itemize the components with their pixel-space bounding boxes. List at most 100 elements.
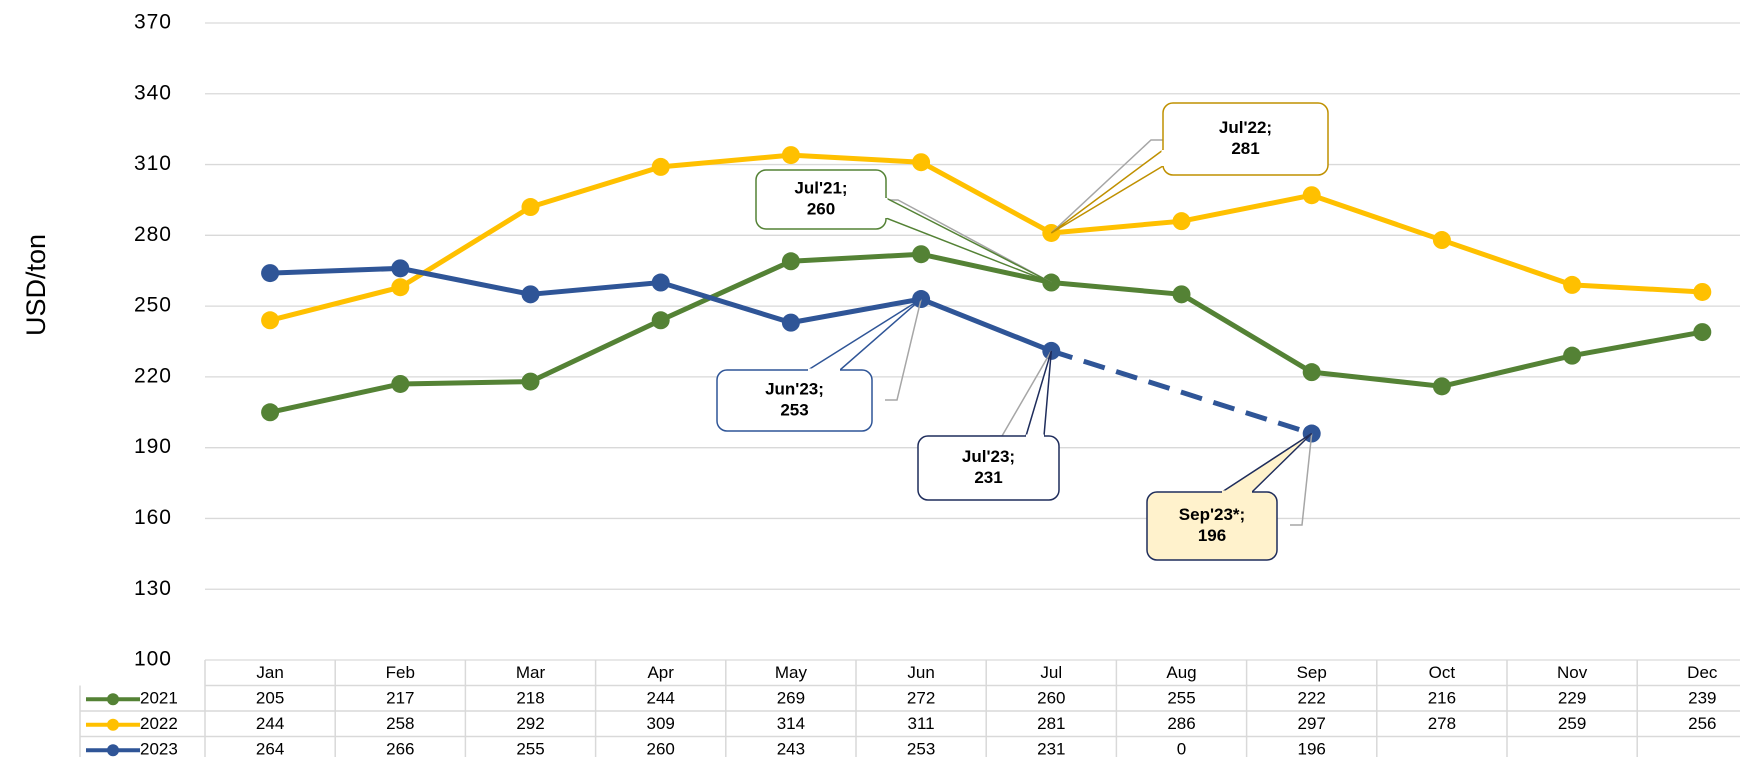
table-value: 217 <box>386 689 414 708</box>
table-value: 311 <box>908 714 935 733</box>
series-marker <box>521 285 540 304</box>
table-value: 292 <box>516 714 544 733</box>
table-value: 255 <box>1167 689 1195 708</box>
series-marker <box>781 146 800 165</box>
x-tick-label: Jan <box>256 663 283 682</box>
legend-label: 2021 <box>140 689 178 708</box>
table-value: 216 <box>1428 689 1456 708</box>
annotation-text: Sep'23*; <box>1179 505 1245 524</box>
series-marker <box>521 372 540 391</box>
legend-label: 2023 <box>140 740 178 757</box>
y-tick-label: 310 <box>134 152 172 175</box>
table-value: 260 <box>1037 689 1065 708</box>
table-value: 256 <box>1688 714 1716 733</box>
series-marker <box>261 403 280 422</box>
table-value: 286 <box>1167 714 1195 733</box>
table-value: 244 <box>647 689 675 708</box>
y-tick-label: 130 <box>134 577 172 600</box>
x-tick-label: Apr <box>647 663 674 682</box>
table-value: 281 <box>1037 714 1065 733</box>
table-value: 260 <box>647 740 675 757</box>
series-marker <box>781 252 800 271</box>
annotation-text: Jul'22; <box>1219 118 1272 137</box>
series-marker <box>1693 282 1712 301</box>
series-marker <box>1693 323 1712 342</box>
legend-label: 2022 <box>140 714 178 733</box>
series-marker <box>1302 363 1321 382</box>
annotation-text: Jul'23; <box>962 447 1015 466</box>
series-marker <box>261 264 280 283</box>
callout-tail <box>1219 432 1313 493</box>
annotation-text: 281 <box>1231 139 1259 158</box>
table-value: 239 <box>1688 689 1716 708</box>
table-value: 309 <box>647 714 675 733</box>
series-marker <box>391 374 410 393</box>
table-value: 222 <box>1298 689 1326 708</box>
table-value: 244 <box>256 714 284 733</box>
annotation-text: 196 <box>1198 526 1226 545</box>
series-marker <box>391 278 410 297</box>
series-marker <box>651 157 670 176</box>
callout-tail <box>1050 148 1164 234</box>
table-value: 266 <box>386 740 414 757</box>
legend-marker <box>107 718 119 731</box>
callout-box <box>917 435 1060 501</box>
series-marker <box>1302 186 1321 205</box>
series-marker <box>912 153 931 172</box>
table-value: 269 <box>777 689 805 708</box>
table-value: 196 <box>1298 740 1326 757</box>
table-value: 205 <box>256 689 284 708</box>
table-value: 0 <box>1177 740 1186 757</box>
series-line-dashed <box>1050 348 1313 436</box>
table-value: 278 <box>1428 714 1456 733</box>
y-tick-label: 370 <box>134 11 172 34</box>
callout-leader <box>1290 433 1313 526</box>
callout-leader <box>885 298 922 401</box>
y-tick-label: 190 <box>134 435 172 458</box>
table-value: 243 <box>777 740 805 757</box>
y-tick-label: 100 <box>134 648 172 671</box>
legend-marker <box>107 693 119 706</box>
table-value: 258 <box>386 714 414 733</box>
x-tick-label: Aug <box>1166 663 1196 682</box>
callout-box <box>1146 491 1278 561</box>
x-tick-label: May <box>775 663 808 682</box>
y-tick-label: 160 <box>134 506 172 529</box>
table-value: 314 <box>777 714 805 733</box>
callout-tail <box>885 196 1052 284</box>
annotation-text: Jul'21; <box>794 178 847 197</box>
table-value: 259 <box>1558 714 1586 733</box>
x-tick-label: Dec <box>1687 663 1718 682</box>
table-value: 264 <box>256 740 284 757</box>
series-marker <box>521 198 540 217</box>
x-tick-label: Oct <box>1429 663 1456 682</box>
annotation-text: 253 <box>780 400 808 419</box>
annotation-text: Jun'23; <box>765 379 824 398</box>
x-tick-label: Mar <box>516 663 546 682</box>
table-value: 218 <box>516 689 544 708</box>
series-marker <box>912 245 931 264</box>
series-marker <box>1432 377 1451 396</box>
series-marker <box>1563 275 1582 294</box>
x-tick-label: Nov <box>1557 663 1588 682</box>
y-tick-label: 340 <box>134 81 172 104</box>
y-axis-label: USD/ton <box>21 234 51 336</box>
y-tick-label: 250 <box>134 294 172 317</box>
series-marker <box>1432 231 1451 250</box>
series-marker <box>651 311 670 330</box>
y-tick-label: 220 <box>134 364 172 387</box>
table-value: 272 <box>907 689 935 708</box>
x-tick-label: Sep <box>1297 663 1327 682</box>
series-marker <box>1172 212 1191 231</box>
callout-leader <box>1050 139 1163 234</box>
x-tick-label: Feb <box>386 663 415 682</box>
series-marker <box>781 313 800 332</box>
callout-box <box>1162 102 1329 176</box>
x-tick-label: Jun <box>907 663 934 682</box>
annotation-text: 260 <box>807 199 835 218</box>
x-tick-label: Jul <box>1040 663 1062 682</box>
series-marker <box>1172 285 1191 304</box>
series-marker <box>651 273 670 292</box>
